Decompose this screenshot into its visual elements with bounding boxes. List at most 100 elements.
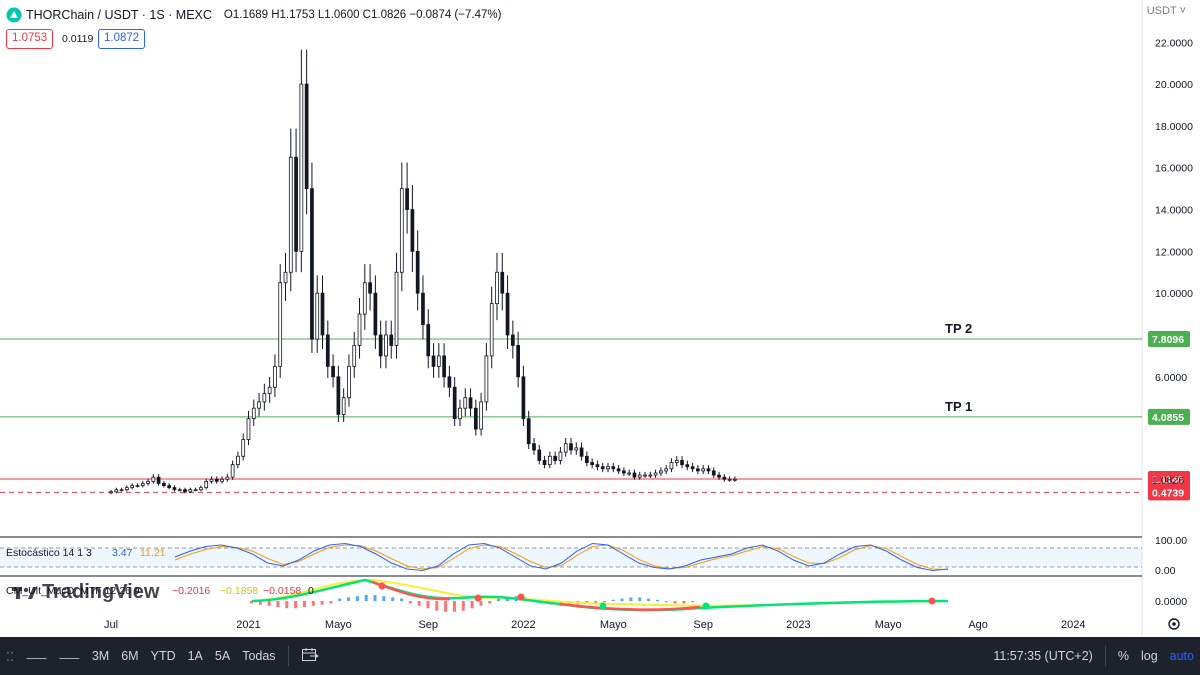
macd-hist-bar	[400, 598, 403, 601]
candle-down	[706, 468, 711, 472]
macd-hist-bar	[408, 601, 412, 604]
tradingview-logo-icon	[12, 586, 37, 599]
range-todas[interactable]: Todas	[242, 649, 276, 663]
auto-scale-toggle[interactable]: auto	[1169, 649, 1194, 663]
candle-up	[151, 476, 156, 482]
sell-price-button[interactable]: 1.0753	[6, 29, 54, 49]
macd-hist-bar	[497, 598, 501, 601]
buy-price-button[interactable]: 1.0872	[98, 29, 146, 49]
macd-hist-bar	[294, 601, 298, 609]
candle-down	[600, 466, 605, 470]
candle-up	[558, 451, 563, 461]
range-1a[interactable]: 1A	[187, 649, 203, 663]
macd-value-2: −0.1858	[220, 585, 258, 597]
candle-up	[659, 470, 663, 474]
symbol-title[interactable]: THORChain / USDT · 1S · MEXC	[26, 8, 212, 22]
candle-up	[436, 355, 441, 367]
log-scale-toggle[interactable]: log	[1140, 649, 1158, 663]
macd-value-4: 0	[308, 585, 314, 597]
candle-up	[146, 480, 150, 484]
candle-down	[304, 83, 309, 190]
macd-cross-dot	[702, 602, 710, 610]
candle-down	[426, 324, 431, 357]
candlestick-chart[interactable]: 22.0000 20.0000 18.0000 16.0000 14.0000 12.00…	[0, 0, 1200, 637]
candle-up	[547, 455, 552, 466]
candle-down	[156, 476, 161, 484]
candle-down	[632, 472, 637, 478]
level-badge	[1148, 484, 1190, 501]
percent-scale-toggle[interactable]: %	[1117, 649, 1129, 663]
candle-down	[162, 483, 166, 486]
level-badge-label: 4.0855	[1152, 412, 1184, 424]
candle-down	[542, 460, 547, 466]
stoch-band	[0, 548, 1142, 567]
stoch-k-line	[174, 542, 949, 572]
candle-down	[183, 489, 187, 493]
candle-up	[733, 478, 737, 481]
macd-hist-bar	[338, 598, 342, 601]
range-ytd[interactable]: YTD	[150, 649, 176, 663]
candle-down	[590, 462, 595, 466]
chart-header: THORChain / USDT · 1S · MEXC O1.1689 H1.…	[6, 6, 501, 24]
macd-hist-bar	[382, 596, 386, 601]
macd-cross-dot	[474, 594, 482, 602]
candle-down	[579, 447, 584, 457]
x-tick-label: 2024	[1061, 619, 1085, 631]
macd-tick: 0.0000	[1155, 596, 1187, 608]
y-tick-label: 18.0000	[1155, 121, 1193, 133]
candle-up	[241, 439, 246, 457]
candle-up	[257, 401, 261, 409]
settings-gear-icon	[1168, 618, 1180, 630]
macd-hist-bar	[673, 601, 677, 604]
y-tick-label: 22.0000	[1155, 37, 1193, 49]
candle-up	[563, 443, 568, 453]
x-tick-label: 2023	[786, 619, 810, 631]
candle-up	[273, 365, 277, 388]
x-tick-label: Mayo	[875, 619, 902, 631]
macd-hist-bar	[461, 601, 465, 611]
drag-handle-icon[interactable]: ⁚⁚	[6, 649, 14, 664]
range-slider-icon-2[interactable]: ⸺	[58, 650, 80, 665]
candle-up	[246, 418, 251, 440]
candle-down	[452, 386, 457, 420]
x-tick-label: Jul	[104, 619, 118, 631]
macd-value-3: −0.0158	[263, 585, 301, 597]
candle-down	[680, 460, 684, 466]
stoch-k-value: 3.47	[112, 547, 133, 559]
macd-hist-bar	[444, 601, 448, 612]
range-3m[interactable]: 3M	[91, 649, 110, 663]
currency-selector[interactable]: USDT ˅	[1146, 5, 1186, 17]
macd-hist-bar	[276, 601, 280, 607]
candle-up	[236, 455, 240, 466]
candle-up	[701, 468, 706, 472]
candle-up	[299, 83, 304, 252]
macd-hist-bar	[611, 599, 615, 601]
x-tick-label: 2022	[511, 619, 535, 631]
macd-hist-bar	[311, 601, 315, 606]
macd-hist-bar	[629, 597, 633, 601]
candle-up	[283, 271, 288, 284]
candle-up	[362, 282, 367, 315]
candle-down	[717, 474, 721, 478]
date-range-icon[interactable]	[295, 647, 325, 666]
y-tick-label: 16.0000	[1155, 163, 1193, 175]
candle-down	[214, 478, 219, 482]
candle-down	[442, 355, 446, 378]
candle-down	[431, 355, 436, 367]
thorchain-logo-icon	[6, 7, 22, 23]
tradingview-watermark: TradingView	[12, 581, 159, 604]
macd-hist-bar	[426, 601, 430, 609]
range-slider-icon[interactable]: ⸺	[25, 650, 47, 665]
range-6m[interactable]: 6M	[121, 649, 139, 663]
y-tick-label: 12.0000	[1155, 246, 1193, 258]
stoch-d-line	[174, 544, 949, 571]
range-5a[interactable]: 5A	[214, 649, 231, 663]
macd-hist-bar	[435, 601, 439, 611]
candle-up	[574, 447, 579, 451]
clock-time[interactable]: 11:57:35 (UTC+2)	[993, 649, 1093, 663]
level-badge	[1148, 330, 1190, 347]
candle-up	[267, 386, 272, 394]
macd-hist-bar	[691, 601, 695, 603]
candle-up	[209, 478, 214, 482]
